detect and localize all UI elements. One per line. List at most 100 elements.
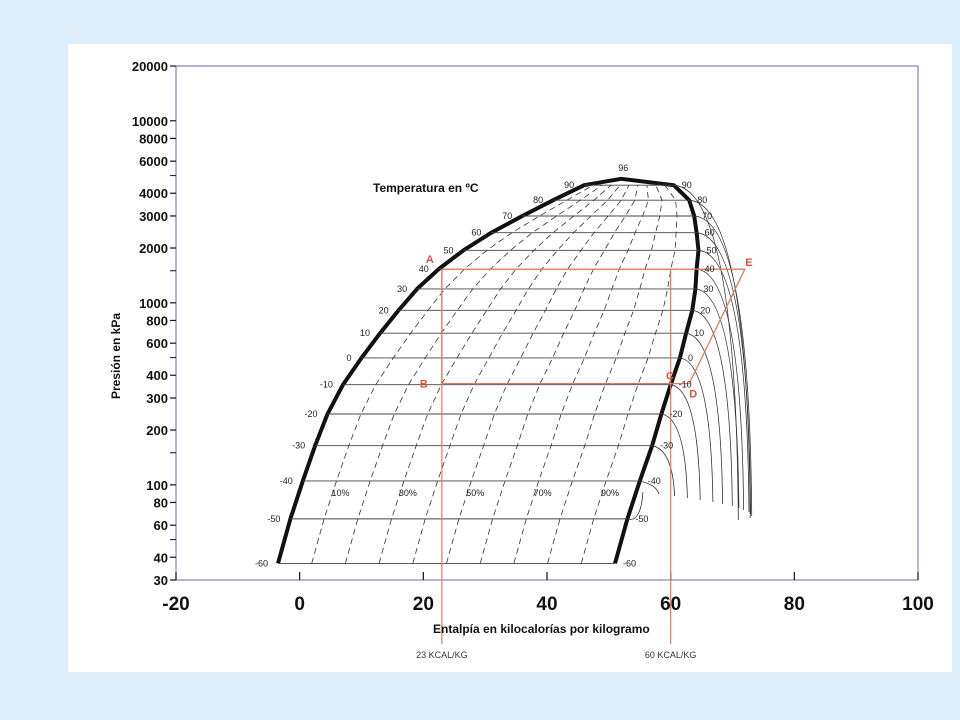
liquid-temp-label: 50 — [444, 245, 454, 255]
reference-label: 23 KCAL/KG — [416, 650, 468, 660]
y-tick-label: 40 — [154, 550, 168, 565]
y-tick-label: 30 — [154, 573, 168, 588]
quality-line — [311, 184, 594, 564]
refrigeration-cycle: 23 KCAL/KG 60 KCAL/KG A B C D E — [416, 254, 752, 660]
isotherm-lines — [278, 184, 753, 564]
cycle-point-label: E — [745, 257, 752, 269]
liquid-temp-label: 60 — [471, 228, 481, 238]
y-tick-label: 4000 — [139, 186, 168, 201]
x-tick-label: 40 — [536, 594, 557, 615]
quality-label: 90% — [601, 488, 619, 498]
vapor-temp-label: -30 — [660, 441, 673, 451]
y-tick-label: 800 — [146, 313, 168, 328]
quality-line — [479, 185, 639, 564]
y-tick-label: 20000 — [132, 59, 168, 74]
superheat-line — [695, 288, 740, 509]
vapor-temp-label: 10 — [694, 328, 704, 338]
vapor-temp-label: 60 — [705, 228, 715, 238]
vapor-temp-label: -20 — [669, 409, 682, 419]
quality-line — [513, 185, 649, 564]
superheat-line — [698, 249, 750, 513]
liquid-temp-label: -40 — [280, 476, 293, 486]
liquid-temp-label: -60 — [255, 558, 268, 568]
superheat-line — [661, 413, 688, 499]
x-tick-label: -20 — [162, 594, 189, 615]
y-tick-label: 300 — [146, 391, 168, 406]
reference-label: 60 KCAL/KG — [645, 650, 697, 660]
quality-line — [547, 185, 663, 564]
vapor-temp-label: 90 — [682, 180, 692, 190]
y-tick-label: 3000 — [139, 209, 168, 224]
vapor-temp-label: 20 — [700, 305, 710, 315]
quality-label: 50% — [466, 488, 484, 498]
superheat-line — [689, 199, 751, 519]
vapor-temp-label: -50 — [635, 514, 648, 524]
vapor-temp-label: 70 — [702, 211, 712, 221]
y-tick-label: 60 — [154, 518, 168, 533]
y-tick-label: 8000 — [139, 131, 168, 146]
vapor-temp-label: 80 — [697, 195, 707, 205]
liquid-temp-label: 70 — [502, 211, 512, 221]
y-tick-label: 400 — [146, 368, 168, 383]
quality-line — [580, 184, 678, 564]
quality-label: 10% — [331, 488, 349, 498]
chart-axes: 2000010000800060004000300020001000800600… — [132, 59, 934, 615]
cycle-point-label: B — [420, 379, 428, 391]
pressure-enthalpy-chart: 2000010000800060004000300020001000800600… — [68, 44, 952, 672]
y-tick-label: 80 — [154, 495, 168, 510]
x-axis-title: Entalpía en kilocalorías por kilogramo — [433, 622, 650, 636]
quality-line — [345, 184, 603, 564]
superheat-line — [652, 445, 675, 497]
x-tick-label: 80 — [784, 594, 805, 615]
x-tick-label: 100 — [902, 594, 934, 615]
vapor-temp-label: -40 — [648, 476, 661, 486]
liquid-temp-label: 20 — [379, 305, 389, 315]
superheat-line — [692, 309, 733, 507]
vapor-temp-label: -60 — [623, 558, 636, 568]
liquid-temp-label: 10 — [360, 328, 370, 338]
vapor-temp-label: 30 — [703, 284, 713, 294]
x-tick-label: 0 — [294, 594, 305, 615]
superheat-line — [670, 384, 701, 501]
liquid-temp-label: 80 — [533, 195, 543, 205]
liquid-temp-label: -30 — [292, 441, 305, 451]
liquid-temp-label: 90 — [564, 180, 574, 190]
y-tick-label: 10000 — [132, 114, 168, 129]
saturation-dome — [276, 176, 701, 564]
vapor-temp-label: 50 — [706, 245, 716, 255]
quality-label: 70% — [534, 488, 552, 498]
superheat-line — [696, 268, 744, 511]
y-axis-title: Presión en kPa — [109, 313, 123, 399]
saturation-curve — [276, 176, 701, 564]
vapor-temp-label: -10 — [679, 380, 692, 390]
cycle-point-label: D — [689, 389, 697, 401]
y-tick-label: 1000 — [139, 296, 168, 311]
quality-line — [378, 184, 612, 564]
liquid-temp-label: -50 — [267, 514, 280, 524]
liquid-temp-label: -10 — [320, 380, 333, 390]
liquid-temp-label: -20 — [304, 409, 317, 419]
y-tick-label: 200 — [146, 423, 168, 438]
cycle-point-label: A — [426, 254, 434, 266]
y-tick-label: 600 — [146, 336, 168, 351]
cycle-point-label: C — [666, 371, 674, 383]
vapor-temp-label: 0 — [688, 353, 693, 363]
y-tick-label: 6000 — [139, 154, 168, 169]
vapor-temp-label: 40 — [705, 264, 715, 274]
y-tick-label: 100 — [146, 478, 168, 493]
superheat-line — [627, 491, 644, 520]
critical-temp-label: 96 — [618, 163, 628, 173]
superheat-line — [686, 332, 723, 505]
liquid-temp-label: 0 — [346, 353, 351, 363]
slide-panel: 20000 10000 8000 6000 4000 3000 2000 1000 800 600… — [68, 44, 952, 672]
quality-line — [412, 184, 621, 564]
superheat-line — [673, 184, 739, 521]
liquid-temp-label: 40 — [419, 264, 429, 274]
y-tick-label: 2000 — [139, 241, 168, 256]
quality-line — [446, 185, 630, 564]
x-tick-label: 20 — [413, 594, 434, 615]
liquid-temp-label: 30 — [397, 284, 407, 294]
chart-labels: -60 -50 -40 -30 -20 -10 0 10 20 30 40 50 60 70 80 90 -60… — [255, 163, 716, 569]
inner-title: Temperatura en ºC — [373, 181, 479, 195]
quality-label: 30% — [399, 488, 417, 498]
